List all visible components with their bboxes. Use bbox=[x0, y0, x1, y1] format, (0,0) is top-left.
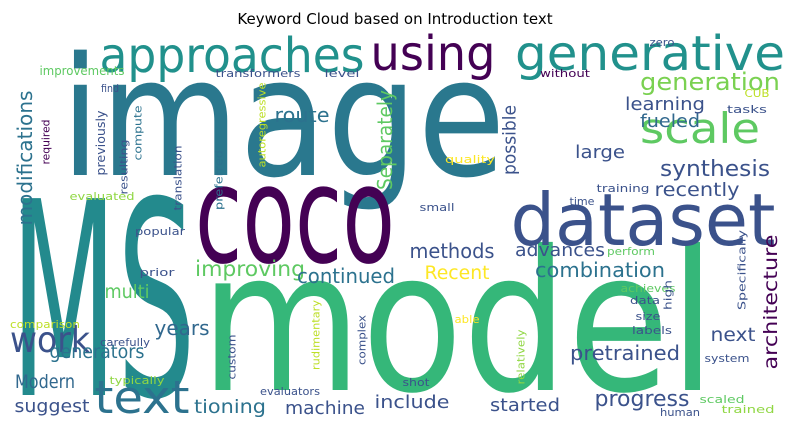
word: popular bbox=[135, 225, 186, 238]
word: CUB bbox=[745, 87, 770, 100]
word: labels bbox=[632, 324, 672, 337]
word: perform bbox=[607, 245, 655, 258]
word: relatively bbox=[515, 329, 528, 385]
word: shot bbox=[403, 376, 431, 389]
word: system bbox=[705, 352, 750, 365]
word: work bbox=[10, 320, 90, 361]
word: include bbox=[375, 392, 450, 413]
word: prior bbox=[140, 266, 176, 279]
word: fueled bbox=[640, 111, 700, 132]
word: trained bbox=[722, 403, 775, 416]
word: scale bbox=[640, 104, 760, 153]
word: methods bbox=[410, 239, 495, 263]
word: dataset bbox=[511, 178, 776, 262]
word: training bbox=[597, 182, 650, 195]
word: tioning bbox=[194, 396, 266, 418]
word: possible bbox=[500, 105, 521, 175]
word: find bbox=[101, 82, 119, 95]
word: pretrained bbox=[570, 341, 680, 365]
word: small bbox=[420, 201, 455, 214]
word: started bbox=[490, 395, 560, 416]
word: Separately bbox=[373, 90, 397, 190]
word: machine bbox=[285, 398, 365, 419]
word: translation bbox=[172, 145, 185, 210]
word: achieves bbox=[621, 282, 676, 295]
word: previously bbox=[94, 111, 108, 176]
word: learning bbox=[625, 94, 705, 115]
word: recently bbox=[655, 179, 740, 201]
word: human bbox=[660, 406, 700, 419]
word: multi bbox=[105, 281, 150, 303]
word: required bbox=[40, 120, 53, 165]
word: continued bbox=[297, 264, 395, 288]
word: evaluated bbox=[70, 190, 135, 203]
word: progress bbox=[595, 387, 690, 412]
word: transformers bbox=[216, 67, 301, 80]
word: custom bbox=[226, 335, 239, 380]
word: combination bbox=[535, 258, 665, 282]
word: coco bbox=[195, 137, 395, 294]
word: autoregressive bbox=[256, 82, 269, 167]
word: generative bbox=[515, 26, 785, 82]
word: carefully bbox=[100, 336, 151, 349]
word: level bbox=[325, 67, 360, 80]
word: next bbox=[711, 324, 756, 346]
word: years bbox=[155, 316, 210, 340]
word: generation bbox=[640, 68, 780, 96]
word: using bbox=[371, 26, 496, 82]
word: image bbox=[61, 22, 506, 214]
word: typically bbox=[110, 374, 166, 387]
word: compute bbox=[132, 105, 145, 160]
word: zero bbox=[650, 36, 675, 49]
word: rudimentary bbox=[310, 300, 323, 370]
word: comparison bbox=[10, 318, 80, 331]
word: time bbox=[570, 195, 595, 208]
word: generators bbox=[50, 341, 145, 363]
word: text bbox=[95, 371, 190, 424]
word: resulting bbox=[118, 140, 131, 195]
chart-title: Keyword Cloud based on Introduction text bbox=[237, 10, 552, 28]
word: preferred bbox=[213, 150, 226, 210]
word: Specifically bbox=[736, 229, 749, 310]
word: improvements bbox=[40, 64, 125, 78]
word: Recent bbox=[425, 262, 490, 284]
word: modifications bbox=[13, 91, 37, 226]
word: approaches bbox=[100, 28, 365, 84]
word: able bbox=[455, 313, 480, 326]
word: without bbox=[540, 67, 591, 80]
word: model bbox=[201, 209, 716, 427]
word: improving bbox=[195, 257, 305, 281]
word: route bbox=[275, 103, 330, 127]
word: synthesis bbox=[660, 157, 770, 182]
word: Modern bbox=[15, 371, 75, 393]
word: large bbox=[575, 142, 625, 163]
word: scaled bbox=[700, 393, 745, 406]
word: tasks bbox=[727, 103, 767, 116]
word: complex bbox=[356, 314, 369, 365]
word: quality bbox=[445, 153, 496, 166]
word: data bbox=[630, 294, 660, 307]
word: high bbox=[662, 280, 675, 310]
word: evaluators bbox=[260, 385, 320, 398]
word: architecture bbox=[760, 235, 782, 370]
word: suggest bbox=[15, 396, 90, 417]
word: MS bbox=[11, 144, 196, 427]
word: size bbox=[636, 310, 661, 323]
word: advances bbox=[515, 240, 605, 261]
